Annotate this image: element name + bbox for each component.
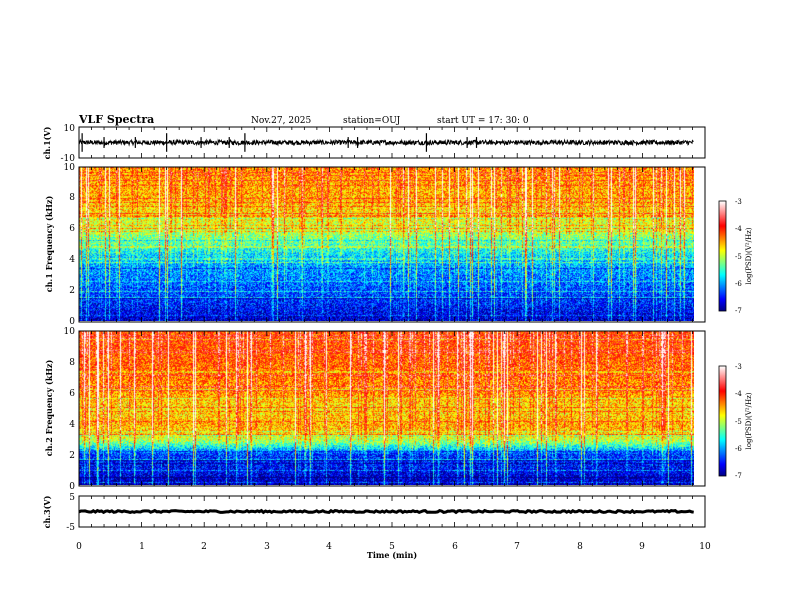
ch1-xticks bbox=[78, 127, 706, 158]
station-label: station=OUJ bbox=[343, 116, 401, 126]
ch1-cbar-tick-m3: -3 bbox=[735, 198, 742, 206]
ch1-cbar-tick-m6: -6 bbox=[735, 280, 742, 288]
xtick-0: 0 bbox=[76, 542, 82, 552]
ch1-spec-ytick-2: 2 bbox=[69, 286, 75, 296]
ch1-spec-yticks: 0 2 4 6 8 10 bbox=[64, 163, 76, 327]
ch2-colorbar: -3 -4 -5 -6 -7 log(PSD)(V²/Hz) bbox=[718, 363, 753, 480]
xtick-8: 8 bbox=[577, 542, 583, 552]
figure-title: VLF Spectra bbox=[78, 113, 154, 126]
xtick-4: 4 bbox=[326, 542, 332, 552]
start-time-label: start UT = 17: 30: 0 bbox=[437, 116, 529, 126]
ch1-spectrogram-image bbox=[79, 167, 694, 321]
ch2-colorbar-gradient bbox=[719, 366, 726, 476]
xtick-3: 3 bbox=[264, 542, 270, 552]
ch3-xticks bbox=[78, 496, 706, 527]
xtick-7: 7 bbox=[514, 542, 520, 552]
ch1-ytick-bottom: -10 bbox=[61, 154, 76, 164]
ch2-spec-ytick-4: 4 bbox=[69, 420, 75, 430]
x-axis-tick-labels: 0 1 2 3 4 5 6 7 8 9 10 bbox=[76, 542, 711, 552]
xtick-1: 1 bbox=[139, 542, 145, 552]
ch1-cbar-label: log(PSD)(V²/Hz) bbox=[745, 227, 753, 284]
ch2-spec-ylabel: ch.2 Frequency (kHz) bbox=[44, 360, 54, 457]
xtick-5: 5 bbox=[389, 542, 395, 552]
ch2-spec-ytick-6: 6 bbox=[69, 389, 75, 399]
ch2-spectrogram-image bbox=[79, 331, 694, 485]
ch2-cbar-tick-m3: -3 bbox=[735, 363, 742, 371]
ch2-spec-ytick-10: 10 bbox=[64, 327, 76, 337]
ch1-spec-ytick-0: 0 bbox=[69, 317, 75, 327]
ch1-spec-ytick-4: 4 bbox=[69, 255, 75, 265]
xtick-6: 6 bbox=[452, 542, 458, 552]
xtick-9: 9 bbox=[639, 542, 645, 552]
ch1-waveform-trace bbox=[78, 138, 694, 147]
ch2-spec-yticks: 0 2 4 6 8 10 bbox=[64, 327, 76, 492]
xtick-10: 10 bbox=[699, 542, 711, 552]
ch2-cbar-tick-m5: -5 bbox=[735, 418, 742, 426]
ch2-spec-ytick-2: 2 bbox=[69, 451, 75, 461]
ch2-cbar-tick-m7: -7 bbox=[735, 472, 742, 480]
ch3-waveform-panel: 5 -5 ch.3(V) bbox=[42, 493, 706, 533]
ch3-ytick-top: 5 bbox=[69, 493, 75, 503]
ch2-spectrogram-panel: 0 2 4 6 8 10 ch.2 Frequency (kHz) bbox=[44, 327, 706, 492]
ch1-spec-tickmarks bbox=[78, 167, 706, 322]
date-label: Nov.27, 2025 bbox=[251, 116, 312, 126]
xtick-2: 2 bbox=[201, 542, 207, 552]
ch3-ytick-bottom: -5 bbox=[66, 523, 75, 533]
ch3-ylabel: ch.3(V) bbox=[42, 495, 52, 528]
ch1-spikes bbox=[81, 133, 478, 152]
ch2-cbar-tick-m6: -6 bbox=[735, 445, 742, 453]
ch1-spec-ytick-10: 10 bbox=[64, 163, 76, 173]
ch1-spec-ytick-6: 6 bbox=[69, 224, 75, 234]
x-axis-label: Time (min) bbox=[367, 550, 417, 560]
ch1-cbar-tick-m5: -5 bbox=[735, 253, 742, 261]
ch2-cbar-label: log(PSD)(V²/Hz) bbox=[745, 392, 753, 449]
ch1-cbar-tick-m4: -4 bbox=[735, 225, 742, 233]
ch1-ytick-top: 10 bbox=[64, 124, 76, 134]
ch1-spec-ytick-8: 8 bbox=[69, 193, 75, 203]
ch2-spec-tickmarks bbox=[78, 331, 706, 486]
ch1-colorbar-gradient bbox=[719, 201, 726, 311]
ch1-ylabel: ch.1(V) bbox=[42, 126, 52, 159]
ch1-spectrogram-panel: 0 2 4 6 8 10 ch.1 Frequency (kHz) bbox=[44, 163, 706, 327]
ch3-waveform-trace bbox=[78, 508, 694, 515]
ch1-spec-ylabel: ch.1 Frequency (kHz) bbox=[44, 196, 54, 293]
ch2-spec-ytick-0: 0 bbox=[69, 482, 75, 492]
ch1-waveform-panel: 10 -10 ch.1(V) bbox=[42, 124, 706, 164]
ch2-spec-ytick-8: 8 bbox=[69, 358, 75, 368]
ch2-cbar-tick-m4: -4 bbox=[735, 390, 742, 398]
ch1-colorbar: -3 -4 -5 -6 -7 log(PSD)(V²/Hz) bbox=[718, 198, 753, 315]
ch1-cbar-tick-m7: -7 bbox=[735, 307, 742, 315]
